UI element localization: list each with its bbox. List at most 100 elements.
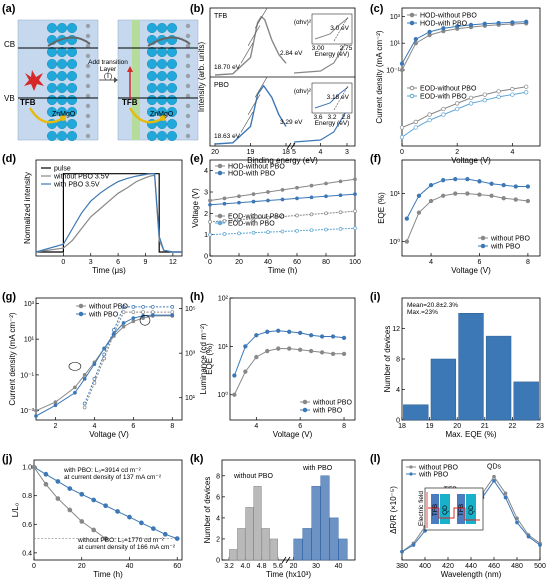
tfb-layer bbox=[431, 494, 439, 524]
jv-point bbox=[524, 19, 529, 24]
voltage-point bbox=[309, 228, 314, 233]
x-tick-label: 80 bbox=[322, 259, 330, 266]
jv-point bbox=[455, 24, 460, 29]
jv-point bbox=[496, 94, 501, 100]
quantum-dot bbox=[166, 106, 177, 117]
jv-point bbox=[441, 26, 446, 31]
x-tick-label: 0 bbox=[400, 149, 404, 156]
jv-point bbox=[482, 92, 487, 97]
note-label: with PBO: L₀=3914 cd m⁻² bbox=[63, 467, 142, 474]
eqe-point bbox=[308, 333, 314, 338]
panel-label: (e) bbox=[190, 153, 204, 165]
panel-label: (l) bbox=[370, 453, 381, 465]
znmgo-particle bbox=[185, 113, 191, 119]
process-label: Layer bbox=[100, 66, 117, 73]
eqe-point bbox=[501, 196, 506, 201]
znmgo-particle bbox=[185, 23, 191, 29]
quantum-dot bbox=[166, 82, 177, 93]
panel-label: (a) bbox=[2, 3, 16, 15]
legend-swatch-marker bbox=[217, 170, 223, 176]
legend-label: EOD-with PBO bbox=[420, 94, 467, 101]
series-marker-ellipse bbox=[139, 314, 151, 326]
eqe-point bbox=[319, 334, 325, 339]
y-tick-label: 0.8 bbox=[22, 493, 32, 500]
eqe-point bbox=[428, 198, 434, 204]
y2-tick-label: 10⁵ bbox=[185, 306, 196, 313]
axis-break bbox=[285, 556, 291, 564]
y-tick-label: 1.0 bbox=[22, 465, 32, 472]
x-tick-label: 18 bbox=[398, 423, 406, 430]
znmgo-particle bbox=[85, 123, 91, 129]
quantum-dot bbox=[156, 47, 167, 58]
jv-curve bbox=[401, 86, 527, 128]
x-tick-label: 5 bbox=[292, 149, 296, 156]
jv-point bbox=[399, 125, 405, 130]
stats-label: Mean=20.8±2.3% bbox=[407, 302, 458, 309]
panel-label: (h) bbox=[190, 291, 204, 303]
znmgo-particle bbox=[185, 133, 191, 139]
x-tick-label: 3 bbox=[345, 149, 349, 156]
plot-frame bbox=[35, 297, 183, 421]
y-tick-label: 0 bbox=[396, 418, 400, 425]
eqe-point bbox=[465, 191, 470, 196]
jv-point bbox=[496, 89, 501, 94]
lifetime-point bbox=[67, 486, 73, 491]
eqe-point bbox=[232, 392, 237, 397]
x-axis-label: Time (h) bbox=[93, 570, 123, 579]
lifetime-point bbox=[115, 509, 120, 514]
voltage-point bbox=[208, 220, 212, 224]
x-axis-label: Voltage (V) bbox=[273, 430, 313, 439]
eqe-point bbox=[298, 330, 303, 336]
quantum-dot bbox=[47, 94, 58, 105]
jv-point bbox=[524, 90, 529, 95]
znmgo-particle bbox=[185, 103, 191, 109]
voltage-point bbox=[266, 230, 270, 234]
legend-label: without PBO bbox=[88, 304, 128, 311]
y-tick-label: 10² bbox=[218, 296, 229, 303]
layer-label: QD bbox=[442, 505, 449, 515]
histogram-bar bbox=[245, 507, 254, 561]
quantum-dot bbox=[66, 82, 77, 93]
y-axis-label: Current density (mA cm⁻²) bbox=[8, 312, 17, 405]
panel-label: (g) bbox=[2, 291, 16, 303]
panel-label: (b) bbox=[190, 3, 204, 15]
jv-curve bbox=[401, 91, 527, 138]
quantum-dot bbox=[47, 23, 58, 34]
voltage-point bbox=[237, 217, 241, 222]
legend-swatch-marker bbox=[302, 399, 308, 405]
eqe-point bbox=[489, 193, 494, 198]
voltage-point bbox=[324, 194, 328, 199]
x-tick-label: 0 bbox=[32, 563, 36, 570]
plot-frame bbox=[401, 7, 541, 147]
jv-point bbox=[455, 106, 460, 112]
eqe-point bbox=[404, 239, 409, 244]
current-point bbox=[150, 313, 155, 317]
panel-l: (l) 380 400 420 440 460 480 500 Wavelength (nm) Δ… bbox=[370, 453, 546, 579]
quantum-dot bbox=[66, 118, 77, 129]
x-tick-label: 60 bbox=[293, 259, 301, 266]
ups-curve bbox=[214, 15, 287, 76]
legend-label: without PBO bbox=[312, 400, 352, 407]
legend-swatch-marker bbox=[78, 303, 84, 309]
eqe-point bbox=[276, 328, 281, 333]
quantum-dot bbox=[156, 82, 167, 93]
lifetime-point bbox=[151, 526, 156, 531]
jv-point bbox=[427, 117, 432, 123]
znmgo-particle bbox=[85, 93, 91, 99]
lifetime-point bbox=[43, 481, 49, 487]
znmgo-particle bbox=[85, 133, 91, 139]
x-tick-label: 40 bbox=[335, 563, 343, 570]
quantum-dot bbox=[57, 82, 68, 93]
panel-label: (d) bbox=[2, 153, 16, 165]
current-point bbox=[170, 313, 175, 317]
legend-label: with PBO bbox=[312, 408, 343, 415]
eqe-point bbox=[501, 182, 506, 188]
ea-point bbox=[515, 520, 519, 525]
x-tick-label: 21 bbox=[481, 423, 489, 430]
peak-label: 18.70 eV bbox=[214, 64, 241, 71]
voltage-point bbox=[280, 214, 285, 219]
luminance-curve bbox=[84, 306, 173, 404]
x-tick-label: 4.0 bbox=[240, 563, 250, 570]
histogram-bar bbox=[338, 538, 348, 561]
x-tick-label: 2 bbox=[54, 423, 58, 430]
